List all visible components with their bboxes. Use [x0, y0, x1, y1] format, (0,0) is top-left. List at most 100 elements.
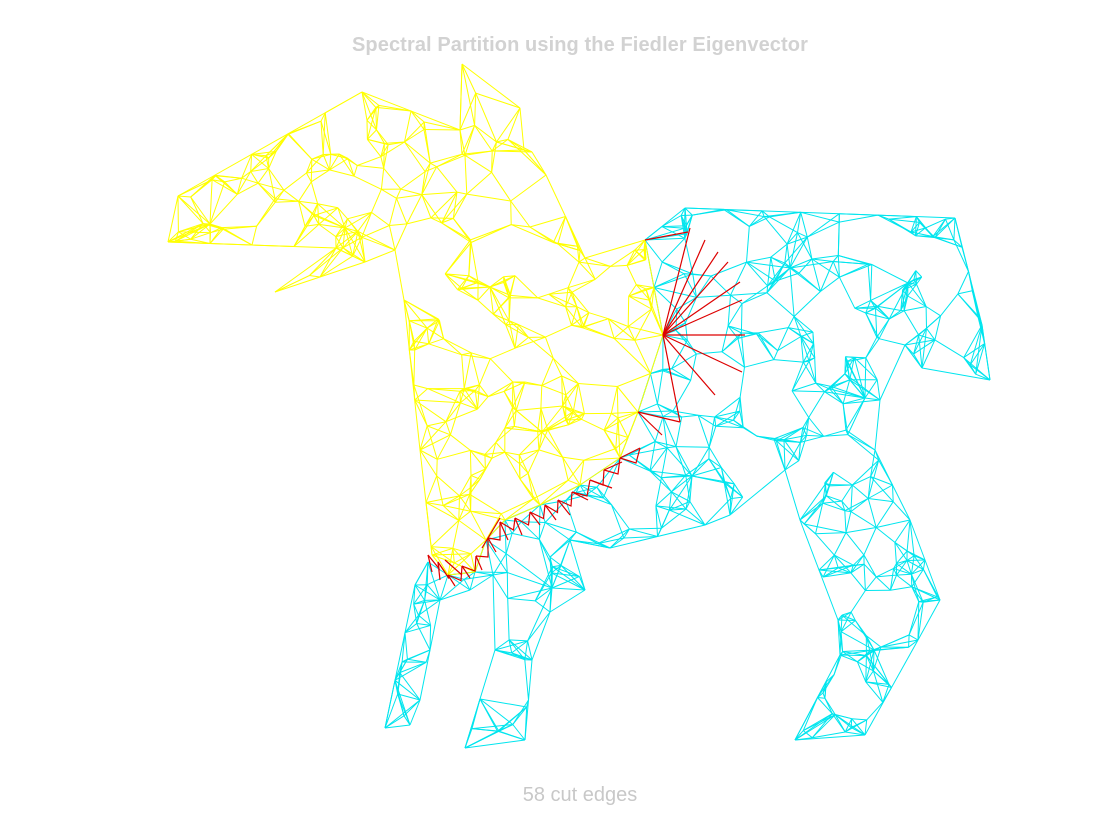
mesh-edge	[789, 236, 808, 269]
mesh-edge	[798, 442, 801, 461]
mesh-edge	[539, 479, 569, 506]
mesh-edge	[626, 249, 636, 266]
mesh-edge	[442, 505, 471, 512]
mesh-edge	[656, 403, 664, 417]
mesh-edge	[491, 442, 497, 459]
mesh-edge	[426, 584, 441, 601]
mesh-edge	[845, 356, 866, 399]
mesh-edge	[671, 353, 697, 370]
cut-edges	[427, 227, 745, 587]
mesh-edge	[617, 417, 621, 459]
mesh-edge	[864, 639, 919, 736]
mesh-edge	[894, 542, 908, 561]
mesh-edge	[653, 261, 663, 288]
mesh-edge	[894, 542, 897, 564]
mesh-edge	[957, 271, 969, 295]
mesh-edge	[876, 318, 890, 338]
mesh-edge	[845, 511, 852, 533]
mesh-edge	[470, 468, 486, 476]
mesh-edge	[468, 275, 491, 288]
mesh-edge	[833, 261, 872, 265]
mesh-edge	[538, 539, 553, 589]
mesh-edge	[856, 661, 867, 683]
mesh-edge	[724, 481, 744, 498]
mesh-edge	[489, 358, 514, 383]
mesh-edge	[741, 292, 768, 305]
mesh-edge	[541, 424, 569, 433]
mesh-edge	[344, 227, 363, 238]
mesh-edge	[727, 295, 731, 326]
mesh-edge	[561, 375, 579, 384]
mesh-edge	[852, 554, 865, 566]
mesh-edge	[545, 522, 577, 533]
mesh-edge	[875, 282, 909, 309]
cut-edge	[447, 574, 456, 587]
mesh-edge	[627, 326, 636, 341]
mesh-edge	[342, 247, 354, 257]
mesh-edge	[441, 222, 471, 241]
mesh-edge	[504, 410, 517, 429]
mesh-edge	[527, 473, 541, 506]
mesh-edge	[552, 566, 586, 591]
mesh-edge	[840, 620, 856, 633]
mesh-edge	[975, 343, 986, 375]
mesh-edge	[669, 501, 691, 511]
mesh-edge	[799, 483, 826, 521]
mesh-edge	[845, 429, 876, 451]
mesh-edge	[793, 316, 802, 337]
mesh-edge	[414, 388, 428, 401]
mesh-edge	[576, 531, 598, 545]
mesh-edge	[475, 92, 521, 109]
cut-edge	[644, 231, 689, 241]
mesh-edge	[932, 217, 956, 237]
mesh-edge	[696, 294, 731, 298]
cut-edge	[499, 517, 516, 531]
mesh-edge	[793, 291, 821, 317]
mesh-edge	[463, 579, 471, 591]
mesh-edge	[864, 357, 867, 399]
mesh-edge	[423, 129, 461, 131]
mesh-edge	[561, 375, 567, 395]
mesh-edge	[854, 305, 878, 309]
mesh-edge	[628, 441, 656, 456]
mesh-edge	[921, 367, 991, 381]
mesh-edge	[426, 574, 449, 586]
mesh-edge	[756, 435, 785, 441]
mesh-edge	[667, 446, 677, 449]
mesh-edge	[519, 449, 540, 456]
mesh-edge	[610, 249, 635, 267]
mesh-edge	[177, 195, 204, 224]
mesh-edge	[511, 652, 526, 661]
mesh-edge	[500, 498, 534, 515]
mesh-edge	[971, 290, 979, 318]
mesh-edge	[342, 227, 346, 248]
mesh-edge	[791, 382, 816, 392]
mesh-edge	[456, 191, 467, 195]
mesh-edge	[452, 548, 455, 564]
mesh-edge	[653, 287, 697, 298]
mesh-edge	[571, 306, 578, 326]
mesh-edge	[384, 693, 399, 729]
mesh-edge	[428, 343, 462, 356]
mesh-edge	[450, 434, 471, 451]
mesh-edge	[538, 522, 546, 540]
mesh-edge	[611, 411, 639, 414]
mesh-edge	[250, 157, 270, 172]
mesh-edge	[698, 414, 715, 418]
mesh-edge	[426, 425, 438, 460]
mesh-edge	[746, 256, 771, 263]
mesh-edge	[469, 475, 472, 495]
mesh-edge	[413, 327, 428, 342]
mesh-edge	[766, 262, 786, 293]
cut-edge	[475, 538, 489, 558]
mesh-edge	[896, 560, 908, 576]
mesh-edge	[534, 600, 551, 613]
mesh-edge	[523, 149, 547, 176]
mesh-edge	[806, 434, 824, 437]
cut-edge	[444, 559, 463, 576]
mesh-edge	[830, 386, 844, 404]
mesh-edge	[466, 171, 492, 195]
mesh-edge	[256, 198, 276, 227]
mesh-edge	[562, 456, 581, 486]
mesh-edge	[449, 402, 461, 435]
